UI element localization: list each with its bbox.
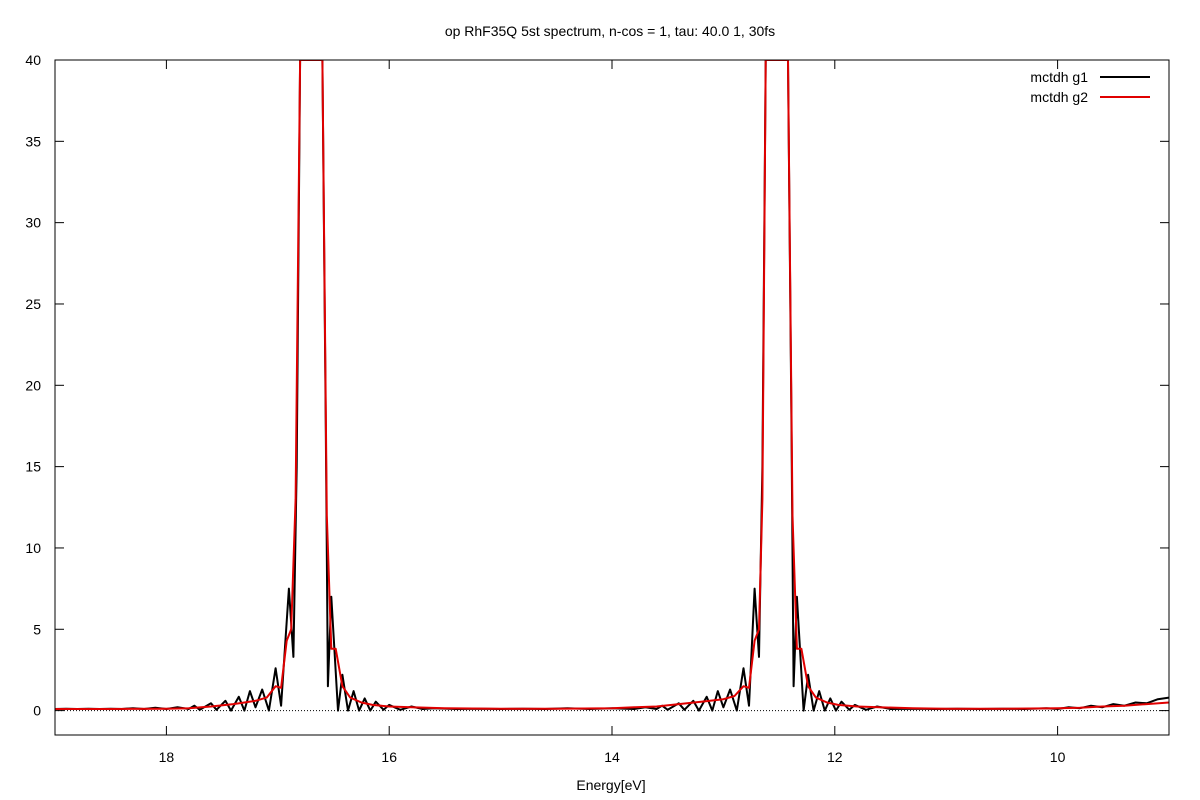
chart-title: op RhF35Q 5st spectrum, n-cos = 1, tau: … [445,23,775,39]
x-axis-label: Energy[eV] [576,777,645,793]
y-tick-label: 5 [33,621,41,637]
y-tick-label: 25 [25,296,41,312]
ticks-layer: 0 5 10 15 20 25 30 35 40 18 16 14 12 10 [25,52,1169,765]
x-tick-label: 16 [381,749,397,765]
y-tick-label: 0 [33,703,41,719]
y-tick-label: 20 [25,377,41,393]
x-tick-label: 18 [159,749,175,765]
series-line-1 [55,60,1169,712]
legend-label: mctdh g1 [1030,69,1088,85]
series-line-2 [55,60,1169,710]
y-tick-label: 35 [25,133,41,149]
y-tick-label: 30 [25,215,41,231]
y-tick-label: 10 [25,540,41,556]
legend: mctdh g1 mctdh g2 [1030,69,1150,105]
y-tick-label: 40 [25,52,41,68]
x-tick-label: 12 [827,749,843,765]
series-layer [55,60,1169,712]
x-tick-label: 10 [1050,749,1066,765]
legend-label: mctdh g2 [1030,89,1088,105]
x-tick-label: 14 [604,749,620,765]
plot-frame [54,59,1170,736]
y-tick-label: 15 [25,459,41,475]
